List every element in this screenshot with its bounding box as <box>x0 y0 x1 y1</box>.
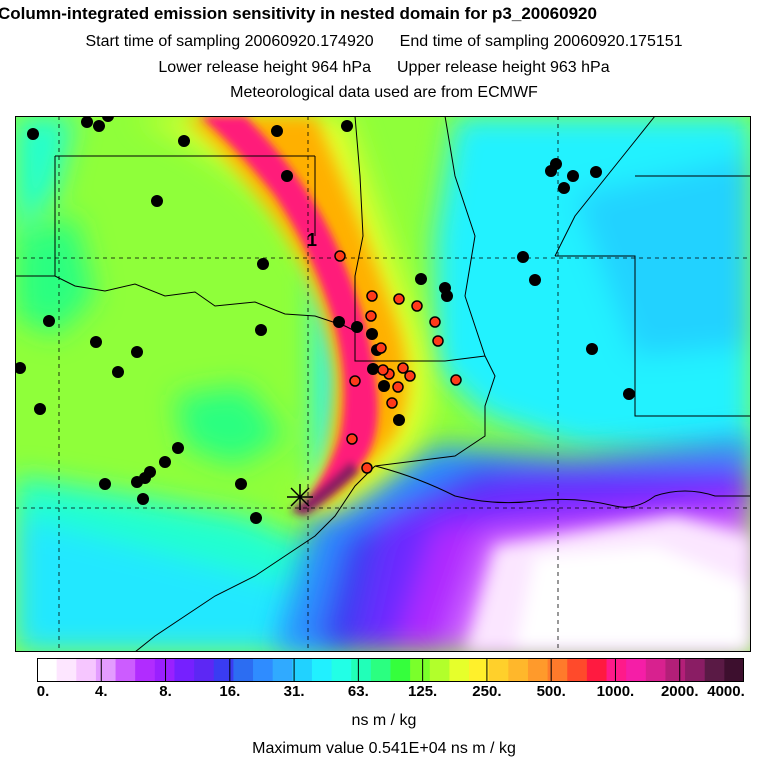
colorbar-ticks: 0. 4. 8. 16. 31. 63. 125. 250. 500. 1000. 2000. 400… <box>0 683 768 707</box>
colorbar-swatch <box>410 658 431 682</box>
colorbar-swatch <box>370 658 391 682</box>
colorbar-tick-label: 125. <box>408 683 438 700</box>
colorbar-tick-label: 31. <box>283 683 305 700</box>
colorbar-units: ns m / kg <box>351 712 417 729</box>
colorbar-tick-label: 250. <box>472 683 502 700</box>
sampling-times: Start time of sampling 20060920.174920 En… <box>0 33 768 51</box>
field-layers <box>15 116 751 652</box>
colorbar-swatch <box>665 658 686 682</box>
sensitivity-map: 1 <box>14 110 751 653</box>
colorbar-swatch <box>154 658 175 682</box>
start-time-label: Start time of sampling 20060920.174920 <box>85 33 374 50</box>
marker-label: 1 <box>307 230 317 250</box>
colorbar-swatch <box>704 658 725 682</box>
colorbar-swatch <box>292 658 313 682</box>
colorbar-tick-label: 4. <box>95 683 108 700</box>
colorbar <box>37 658 745 682</box>
coastlines-borders <box>15 115 751 653</box>
colorbar-swatch <box>76 658 97 682</box>
colorbar-swatch <box>606 658 627 682</box>
release-heights: Lower release height 964 hPa Upper releas… <box>0 59 768 77</box>
plot-title: Column-integrated emission sensitivity i… <box>0 4 597 23</box>
max-value-label: Maximum value 0.541E+04 ns m / kg <box>252 740 516 757</box>
colorbar-swatch <box>567 658 588 682</box>
colorbar-swatch <box>174 658 195 682</box>
colorbar-frame <box>37 658 744 682</box>
colorbar-swatch <box>194 658 215 682</box>
colorbar-tick-label: 2000. <box>660 683 699 700</box>
colorbar-swatch <box>311 658 333 682</box>
colorbar-swatch <box>233 658 254 682</box>
lower-release-label: Lower release height 964 hPa <box>158 59 371 76</box>
colorbar-tick-label: 8. <box>159 683 172 700</box>
end-time-label: End time of sampling 20060920.175151 <box>399 33 683 50</box>
colorbar-tick-label: 0. <box>36 683 50 700</box>
highlight-points <box>334 250 462 474</box>
colorbar-swatch <box>449 658 470 682</box>
white-zone <box>465 516 751 652</box>
colorbar-swatch <box>626 658 647 682</box>
met-data-label: Meteorological data used are from ECMWF <box>230 84 538 101</box>
upper-release-label: Upper release height 963 hPa <box>397 59 610 76</box>
map-frame <box>15 116 751 652</box>
receptor-points <box>14 110 635 524</box>
colorbar-swatch <box>95 658 117 682</box>
colorbar-swatch <box>508 658 529 682</box>
colorbar-swatch <box>253 658 274 682</box>
colorbar-swatch <box>115 658 136 682</box>
colorbar-swatch <box>527 658 549 682</box>
plume-core <box>200 116 378 516</box>
colorbar-tick-label: 16. <box>219 683 241 700</box>
colorbar-tick-label: 4000. <box>707 683 745 700</box>
colorbar-swatch <box>213 658 234 682</box>
colorbar-swatch <box>724 658 745 682</box>
colorbar-tick-label: 63. <box>347 683 369 700</box>
colorbar-swatch <box>135 658 156 682</box>
colorbar-swatch <box>272 658 293 682</box>
release-marker <box>287 484 313 510</box>
cyan-zones <box>15 116 751 652</box>
colorbar-swatch <box>685 658 706 682</box>
colorbar-swatch <box>37 658 58 682</box>
colorbar-swatch <box>331 658 352 682</box>
colorbar-tick-label: 1000. <box>596 683 635 700</box>
colorbar-tick-label: 500. <box>536 683 566 700</box>
colorbar-swatch <box>429 658 450 682</box>
colorbar-swatch <box>488 658 509 682</box>
colorbar-swatch <box>56 658 77 682</box>
colorbar-swatch <box>390 658 411 682</box>
graticule <box>15 116 751 652</box>
colorbar-swatch <box>547 658 568 682</box>
colorbar-swatch <box>586 658 608 682</box>
colorbar-swatch <box>469 658 490 682</box>
colorbar-swatch <box>351 658 372 682</box>
colorbar-swatch <box>645 658 666 682</box>
